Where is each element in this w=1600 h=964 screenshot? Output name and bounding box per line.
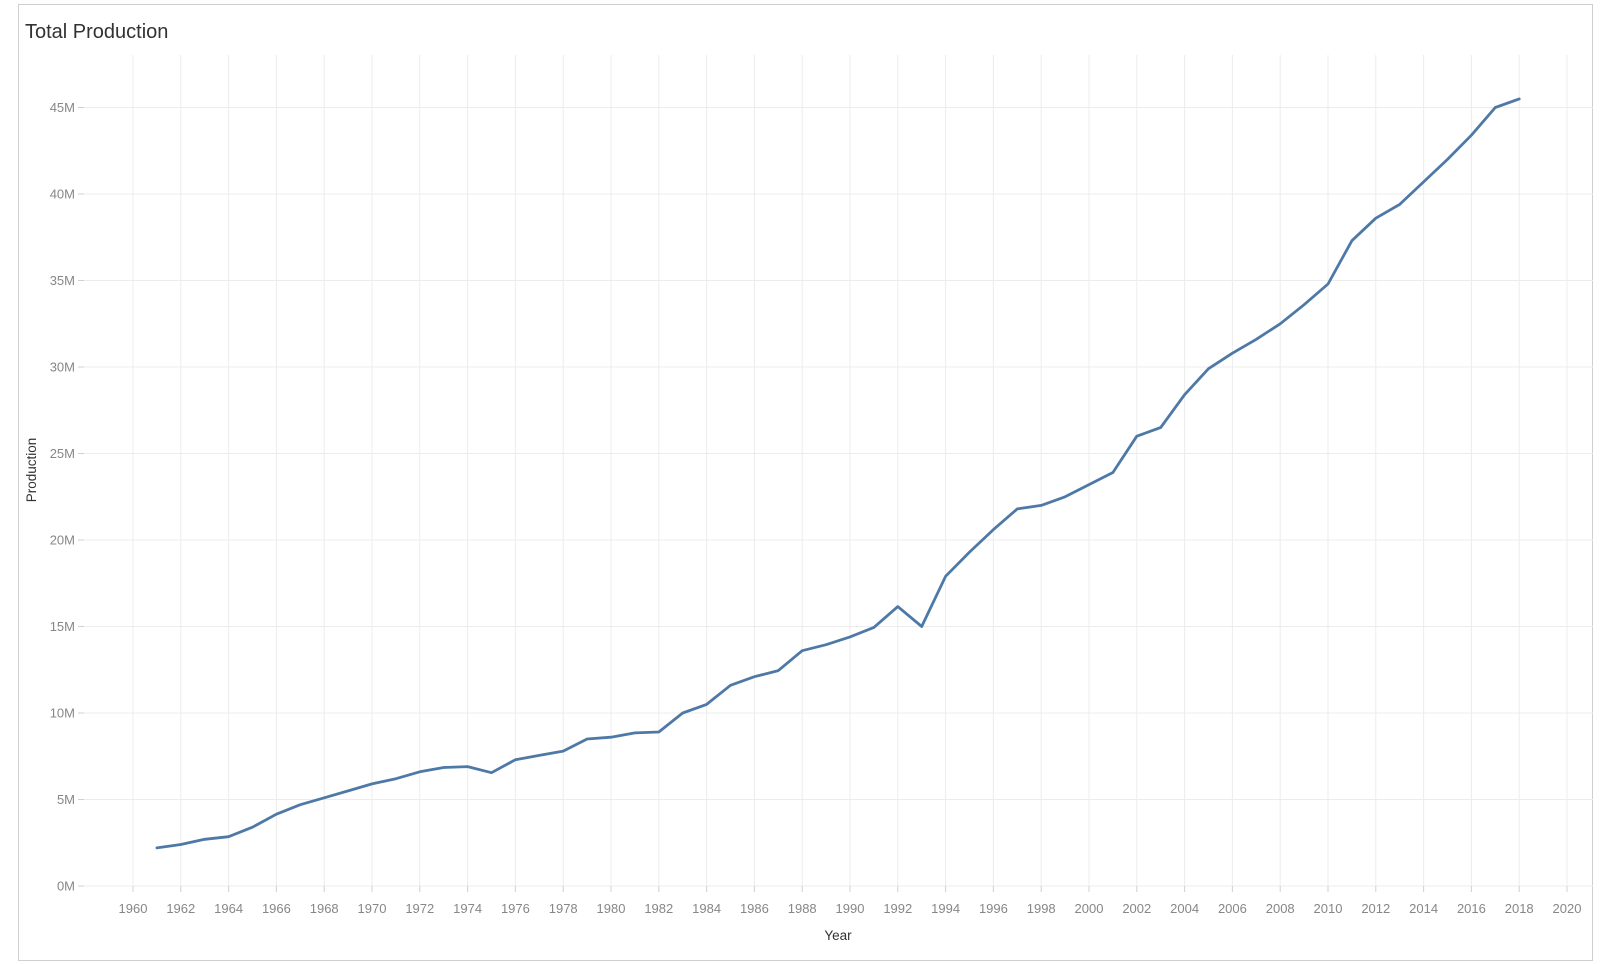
x-tick-label: 2020 — [1553, 901, 1582, 916]
y-axis-title: Production — [24, 438, 39, 503]
chart-window-frame — [18, 4, 1593, 961]
x-tick-label: 2010 — [1314, 901, 1343, 916]
x-axis-tick-labels: 1960 1962 1964 1966 1968 1970 1972 1974 1976 1978… — [119, 901, 1582, 916]
y-tick-label: 5M — [57, 792, 75, 807]
x-tick-label: 2002 — [1122, 901, 1151, 916]
y-tick-label: 25M — [50, 446, 75, 461]
x-tick-label: 2006 — [1218, 901, 1247, 916]
x-tick-label: 1980 — [597, 901, 626, 916]
x-tick-label: 1996 — [979, 901, 1008, 916]
y-tick-label: 45M — [50, 100, 75, 115]
x-tick-label: 1964 — [214, 901, 243, 916]
y-tick-label: 20M — [50, 533, 75, 548]
x-tick-label: 1976 — [501, 901, 530, 916]
gridlines — [84, 55, 1593, 887]
chart-title: Total Production — [25, 21, 168, 43]
x-tick-label: 2018 — [1505, 901, 1534, 916]
x-tick-label: 1960 — [119, 901, 148, 916]
axis-ticks — [78, 107, 1568, 892]
x-tick-label: 1966 — [262, 901, 291, 916]
x-tick-label: 1972 — [405, 901, 434, 916]
production-line-series[interactable] — [155, 97, 1521, 850]
y-tick-label: 40M — [50, 187, 75, 202]
x-tick-label: 1992 — [883, 901, 912, 916]
x-tick-label: 1998 — [1027, 901, 1056, 916]
x-tick-label: 2004 — [1170, 901, 1199, 916]
y-tick-label: 10M — [50, 706, 75, 721]
y-tick-label: 30M — [50, 360, 75, 375]
x-tick-label: 1994 — [931, 901, 960, 916]
x-tick-label: 1982 — [644, 901, 673, 916]
x-tick-label: 2000 — [1075, 901, 1104, 916]
x-tick-label: 1970 — [358, 901, 387, 916]
x-tick-label: 2008 — [1266, 901, 1295, 916]
y-tick-label: 35M — [50, 273, 75, 288]
x-tick-label: 1962 — [166, 901, 195, 916]
x-tick-label: 1978 — [549, 901, 578, 916]
x-tick-label: 2014 — [1409, 901, 1438, 916]
x-tick-label: 2016 — [1457, 901, 1486, 916]
y-tick-label: 0M — [57, 879, 75, 894]
x-tick-label: 1984 — [692, 901, 721, 916]
x-tick-label: 1968 — [310, 901, 339, 916]
y-tick-label: 15M — [50, 619, 75, 634]
x-tick-label: 1986 — [740, 901, 769, 916]
y-axis-tick-labels: 0M 5M 10M 15M 20M 25M 30M 35M 40M 45M — [50, 100, 75, 894]
x-tick-label: 1974 — [453, 901, 482, 916]
x-axis-title: Year — [824, 928, 852, 943]
x-tick-label: 2012 — [1361, 901, 1390, 916]
x-tick-label: 1988 — [788, 901, 817, 916]
x-tick-label: 1990 — [836, 901, 865, 916]
